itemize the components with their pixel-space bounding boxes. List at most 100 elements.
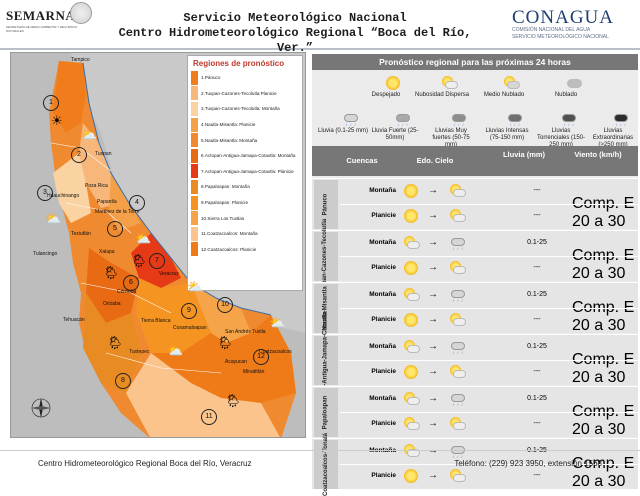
rain-light-icon: / / / — [450, 340, 466, 355]
place-label: Tierra Blanca — [141, 318, 171, 324]
wind-value: Comp. E 20 a 30 — [572, 195, 635, 230]
regions-map: Regiones de pronóstico 1.Pánuco 2.Tuxpan-… — [10, 52, 306, 438]
legend-item: 3.Tuxpan-Cazones-Tecolutla: Montaña — [188, 101, 302, 117]
zone-label: Planicie — [371, 316, 396, 323]
column-header-cuencas: Cuencas — [346, 156, 378, 165]
legend-rain-torrential-icon: / / / Lluvias Torrenciales (150-250 mm) — [536, 112, 586, 149]
arrow-right-icon: → — [428, 185, 438, 196]
weather-legend: Despejado Nubosidad Dispersa Medio Nublado… — [312, 70, 638, 158]
table-row: Montaña → / / / 0.1-25 — [340, 387, 638, 413]
legend-label: 5.Nautla-Misantla: Montaña — [201, 137, 258, 143]
legend-swatch — [191, 70, 198, 85]
legend-label: 10.Sierra Los Tuxtlas — [201, 215, 245, 221]
legend-swatch — [191, 117, 198, 132]
rain-light-icon: / / / — [343, 112, 359, 127]
place-label: Tulancingo — [33, 251, 58, 257]
partly-cloudy-icon — [450, 417, 466, 431]
sky-state: → — [402, 207, 482, 227]
table-header: Cuencas Edo. Cielo Lluvia (mm) Viento (k… — [312, 146, 638, 176]
arrow-right-icon: → — [428, 470, 438, 481]
basin-name: Pánuco — [314, 180, 338, 229]
legend-label: 8.Papaloapan: Montaña — [201, 184, 250, 190]
sky-state: → — [402, 311, 482, 331]
sun-icon — [404, 261, 418, 275]
arrow-right-icon: → — [428, 289, 438, 300]
rain-light-icon: 🌦 — [217, 335, 234, 350]
basin-block: Actopan-Antigua-Jamapa-Cotaxtla Montaña → /… — [312, 311, 638, 410]
basin-name-text: Papaloapan — [322, 395, 329, 430]
legend-swatch — [191, 211, 198, 226]
row-divider — [340, 412, 638, 413]
legend-item: 6.Actopan-Antigua-Jamapa-Cotaxtla: Monta… — [188, 148, 302, 164]
partly-cloudy-icon: ⛅ — [187, 279, 204, 294]
zone-label: Planicie — [371, 472, 396, 479]
place-label: Tampico — [71, 57, 90, 63]
rain-light-icon: 🌦 — [225, 393, 242, 408]
arrow-right-icon: → — [428, 393, 438, 404]
place-label: Cosamaloapan — [173, 325, 207, 331]
zone-label: Montaña — [369, 187, 396, 194]
zone-label: Montaña — [369, 291, 396, 298]
rain-very-heavy-icon: / / / — [451, 112, 467, 127]
sky-state: → — [402, 182, 482, 202]
legend-swatch — [191, 226, 198, 241]
legend-title: Regiones de pronóstico — [193, 59, 285, 68]
legend-item: 9.Papaloapan: Planicie — [188, 195, 302, 211]
basin-name: Nautla-Misantla — [314, 284, 338, 333]
rain-value: --- — [533, 212, 541, 219]
page-title: Servicio Meteorológico Nacional Centro H… — [110, 11, 480, 56]
column-header-viento: Viento (km/h) — [574, 150, 622, 159]
partly-cloudy-icon: ⛅ — [135, 231, 152, 246]
column-header-cielo: Edo. Cielo — [416, 156, 454, 165]
legend-rain-extraordinary-icon: / / / Lluvias Extraordinarias (>250 mm) — [588, 112, 638, 149]
semarnat-title: SEMARNAT — [6, 8, 84, 23]
row-divider — [340, 204, 638, 205]
rain-extraordinary-icon: / / / — [613, 112, 629, 127]
partly-cloudy-icon — [450, 184, 466, 198]
table-row: Planicie → --- — [340, 256, 638, 282]
wind-value: Comp. E 20 a 30 — [572, 299, 635, 334]
legend-item: 7.Actopan-Antigua-Jamapa-Cotaxtla: Plani… — [188, 164, 302, 180]
zone-label: Montaña — [369, 395, 396, 402]
legend-rain-heavy-icon: / / / Lluvia Fuerte (25-50mm) — [370, 112, 420, 142]
arrow-right-icon: → — [428, 366, 438, 377]
table-row: Planicie → --- — [340, 412, 638, 438]
basin-block: Tuxpan-Cazones-Tecolutla Montaña → / / / 0.1… — [312, 219, 638, 294]
partly-cloudy-icon — [450, 365, 466, 379]
compass-rose-icon — [31, 398, 51, 418]
legend-text: Lluvias Intensas (75-150 mm) — [485, 128, 529, 141]
table-row: Montaña → / / / 0.1-25 — [340, 231, 638, 257]
legend-sun-icon: Despejado — [354, 76, 418, 99]
legend-label: 9.Papaloapan: Planicie — [201, 200, 248, 206]
sky-state: → — [402, 259, 482, 279]
sky-state: → / / / — [402, 286, 482, 306]
partly-cloudy-icon — [404, 417, 420, 431]
rain-light-icon: / / / — [450, 392, 466, 407]
partly-cloudy-icon — [450, 209, 466, 223]
sun-icon — [404, 184, 418, 198]
footer: Centro Hidrometeorológico Regional Boca … — [0, 450, 640, 480]
legend-text: Nubosidad Dispersa — [414, 92, 470, 98]
legend-mostly-cloudy-icon: Medio Nublado — [472, 76, 536, 99]
sky-state: → — [402, 363, 482, 383]
legend-item: 10.Sierra Los Tuxtlas — [188, 210, 302, 226]
wind-value: Comp. E 20 a 30 — [572, 247, 635, 282]
legend-text: Medio Nublado — [483, 92, 525, 98]
row-divider — [340, 256, 638, 257]
rain-heavy-icon: / / / — [395, 112, 411, 127]
mostly-cloudy-icon — [504, 76, 520, 90]
legend-partly-cloudy-icon: Nubosidad Dispersa — [410, 76, 474, 99]
rain-value: --- — [533, 420, 541, 427]
legend-item: 8.Papaloapan: Montaña — [188, 179, 302, 195]
legend-label: 11.Coatzacoalcos: Montaña — [201, 231, 258, 237]
place-label: San Andrés Tuxtla — [225, 329, 266, 335]
place-label: Tuxtepec — [129, 349, 150, 355]
partly-cloudy-icon — [404, 340, 420, 354]
basin-name: Papaloapan — [314, 388, 338, 437]
sky-state: → / / / — [402, 390, 482, 410]
place-label: Coatzacoalcos — [259, 349, 292, 355]
partly-cloudy-icon: ⛅ — [269, 315, 286, 330]
region-number: 6 — [123, 275, 139, 291]
rain-value: 0.1-25 — [527, 343, 547, 350]
